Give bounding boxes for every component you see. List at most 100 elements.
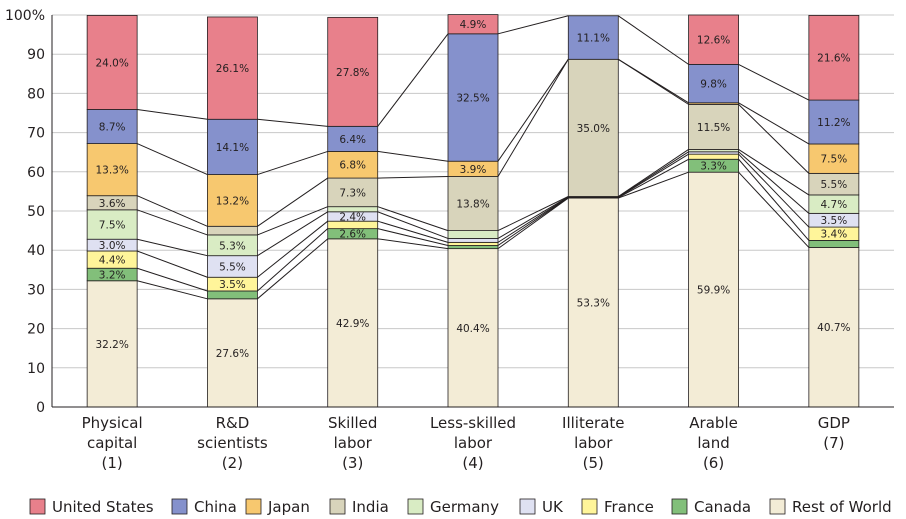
x-tick-label: (4) xyxy=(462,454,483,472)
connector-line xyxy=(497,197,569,246)
connector-line xyxy=(738,102,810,145)
legend-item: UK xyxy=(519,498,564,516)
legend-item: Canada xyxy=(671,498,751,516)
legend-label: France xyxy=(604,498,654,516)
data-label: 21.6% xyxy=(817,53,850,65)
bar-segment xyxy=(327,151,379,179)
connector-line xyxy=(136,195,208,227)
bar-segment xyxy=(207,16,258,120)
data-label: 3.4% xyxy=(821,229,848,241)
legend-label: Germany xyxy=(430,498,499,516)
bar-segment xyxy=(327,125,379,152)
connector-line xyxy=(497,197,569,250)
x-tick-label: GDP xyxy=(818,414,850,432)
connector-line xyxy=(618,153,689,198)
bar-segment xyxy=(808,14,860,101)
data-label: 7.3% xyxy=(339,187,366,199)
bar-segment xyxy=(207,118,258,175)
connector-line xyxy=(137,280,208,300)
x-tick-label: (6) xyxy=(703,454,724,472)
legend-swatch xyxy=(519,498,536,515)
y-tick-label: 10 xyxy=(27,361,45,377)
connector-line xyxy=(497,59,569,177)
bar-segment xyxy=(808,239,860,248)
connector-line xyxy=(257,118,328,127)
x-tick-label: labor xyxy=(454,434,493,452)
data-label: 3.3% xyxy=(700,161,727,173)
data-label: 3.9% xyxy=(460,164,487,176)
bar-segment xyxy=(567,197,619,408)
x-tick-label: (7) xyxy=(823,434,844,452)
connector-line xyxy=(377,33,449,127)
data-label: 3.6% xyxy=(99,198,126,210)
connector-line xyxy=(377,150,449,162)
legend-swatch xyxy=(29,498,46,515)
data-label: 40.4% xyxy=(456,323,489,335)
data-label: 35.0% xyxy=(577,123,610,135)
bar-segment xyxy=(688,171,739,408)
bar-segment xyxy=(86,143,138,197)
connector-line xyxy=(136,250,208,278)
data-label: 11.2% xyxy=(817,117,850,129)
data-label: 3.2% xyxy=(99,270,126,282)
connector-line xyxy=(257,206,328,236)
connector-line xyxy=(497,196,569,239)
data-label: 27.6% xyxy=(216,348,249,360)
bar-segment xyxy=(447,230,499,239)
data-label: 4.9% xyxy=(460,19,487,31)
data-label: 13.8% xyxy=(456,199,489,211)
legend-item: China xyxy=(171,498,237,516)
connector-line xyxy=(738,149,810,196)
data-label: 12.6% xyxy=(697,35,730,47)
bar-segment xyxy=(808,143,860,174)
legend-item: France xyxy=(581,498,654,516)
data-labels: 32.2% 3.2% 4.4% 3.0% 7.5% 3.6% 13.3% 8.7% 24.0% 2… xyxy=(95,19,850,360)
data-label: 59.9% xyxy=(697,285,730,297)
connector-line xyxy=(136,209,208,236)
data-label: 7.5% xyxy=(99,220,126,232)
bar-segment xyxy=(447,248,499,408)
x-tick-label: scientists xyxy=(197,434,268,452)
connector-line xyxy=(137,108,208,120)
connector-line xyxy=(377,176,449,179)
connector-line xyxy=(618,151,689,198)
y-tick-label: 90 xyxy=(27,47,45,63)
connector-line xyxy=(377,228,449,246)
legend-item: Rest of World xyxy=(769,498,892,516)
connector-line xyxy=(136,143,208,176)
bar-segment xyxy=(207,298,258,408)
bar-segment xyxy=(447,238,499,243)
data-label: 13.2% xyxy=(216,195,249,207)
legend-swatch xyxy=(581,498,598,515)
bar-segment xyxy=(86,280,138,408)
x-tick-label: labor xyxy=(334,434,373,452)
connector-line xyxy=(618,15,689,65)
data-label: 4.4% xyxy=(99,255,126,267)
data-label: 3.0% xyxy=(99,240,126,252)
connector-line xyxy=(377,211,449,239)
data-label: 6.8% xyxy=(339,160,366,172)
data-label: 32.5% xyxy=(456,93,489,105)
connector-line xyxy=(738,171,810,248)
data-label: 8.7% xyxy=(99,122,126,134)
bar-segment xyxy=(447,176,499,231)
legend-label: China xyxy=(194,498,237,516)
x-tick-label: (2) xyxy=(222,454,243,472)
data-label: 7.5% xyxy=(821,154,848,166)
connector-lines xyxy=(136,15,810,300)
data-label: 5.5% xyxy=(821,179,848,191)
bar-segment xyxy=(567,15,619,60)
data-label: 2.4% xyxy=(339,211,366,223)
connector-line xyxy=(497,196,569,243)
y-tick-label: 100% xyxy=(5,8,45,24)
data-label: 26.1% xyxy=(216,63,249,75)
data-label: 9.8% xyxy=(700,79,727,91)
bar-segment xyxy=(86,14,138,110)
y-tick-label: 50 xyxy=(27,204,45,220)
x-tick-label: Illiterate xyxy=(562,414,625,432)
legend-swatch xyxy=(407,498,424,515)
legend-item: Germany xyxy=(407,498,499,516)
bar-segment xyxy=(207,290,258,300)
connector-line xyxy=(257,238,329,300)
